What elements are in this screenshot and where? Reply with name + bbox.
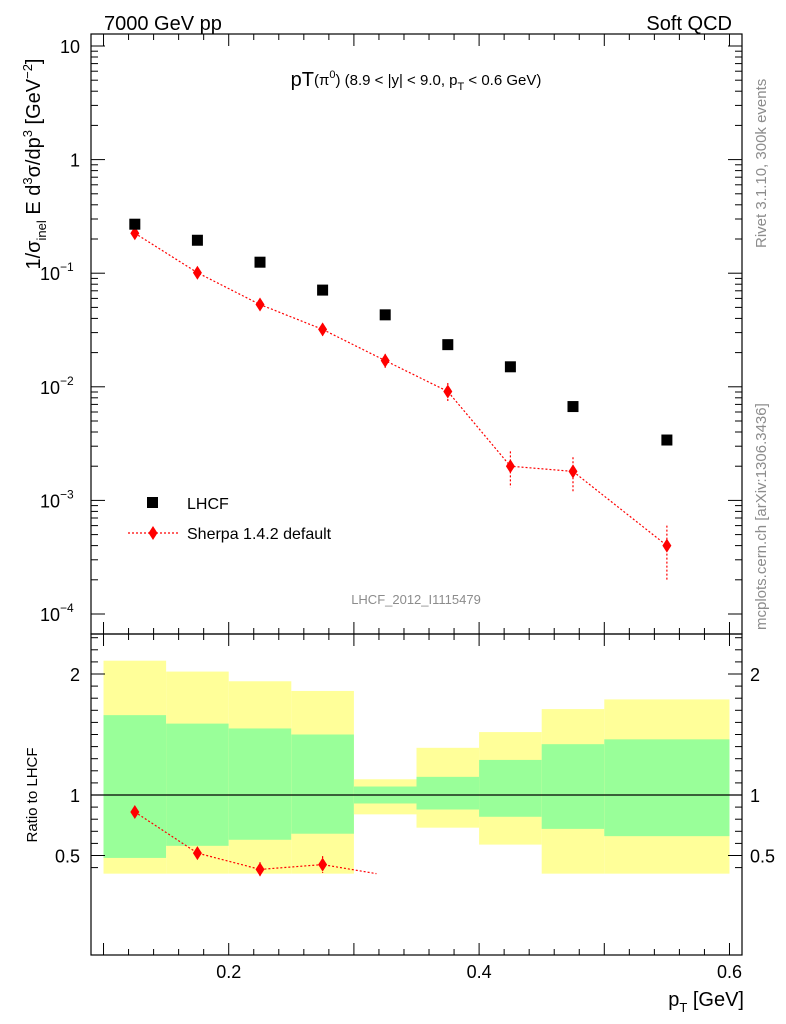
axis-ticks bbox=[91, 34, 742, 955]
ratio-sherpa-series bbox=[130, 804, 377, 877]
mcplots-label: mcplots.cern.ch [arXiv:1306.3436] bbox=[753, 403, 770, 630]
legend-lhcf-marker bbox=[147, 497, 158, 508]
sherpa-point-2 bbox=[255, 297, 265, 312]
sherpa-point-3 bbox=[318, 322, 328, 337]
ratio-sherpa-line bbox=[134, 811, 377, 875]
band-inner-1 bbox=[166, 723, 229, 846]
sherpa-point-1 bbox=[192, 265, 202, 280]
axis-tick-labels: 0.2 0.4 0.6 10 1 10−1 10−2 10−3 10−4 2 2 1 1 0.5 0.5 bbox=[40, 37, 775, 982]
main-y-tick-label-3: 10−2 bbox=[40, 374, 74, 398]
lhcf-point-5 bbox=[442, 339, 454, 351]
legend: LHCF Sherpa 1.4.2 default bbox=[128, 496, 332, 543]
main-lhcf-series bbox=[129, 218, 673, 446]
main-panel-frame bbox=[90, 33, 743, 635]
plot-title: pT(π0) (8.9 < |y| < 9.0, pT < 0.6 GeV) bbox=[291, 69, 542, 93]
legend-sherpa-label: Sherpa 1.4.2 default bbox=[187, 526, 332, 543]
main-y-tick-label-5: 10−4 bbox=[40, 601, 74, 625]
lhcf-point-7 bbox=[567, 401, 579, 413]
x-tick-label-0: 0.2 bbox=[216, 962, 241, 982]
lhcf-point-4 bbox=[379, 309, 391, 321]
band-inner-5 bbox=[416, 776, 480, 810]
ratio-point-0 bbox=[130, 804, 140, 819]
lhcf-point-2 bbox=[254, 256, 266, 268]
sherpa-point-8 bbox=[662, 538, 672, 553]
legend-lhcf-label: LHCF bbox=[187, 496, 229, 513]
ratio-y-axis-label: Ratio to LHCF bbox=[24, 747, 41, 842]
sherpa-point-5 bbox=[443, 384, 453, 399]
lhcf-point-8 bbox=[661, 434, 673, 446]
ratio-uncertainty-bands bbox=[103, 660, 730, 874]
ratio-y-tick-label-right-2: 0.5 bbox=[750, 847, 775, 867]
ratio-point-1 bbox=[192, 846, 202, 861]
lhcf-point-0 bbox=[129, 218, 141, 230]
band-inner-0 bbox=[103, 715, 167, 858]
ratio-y-tick-label-left-2: 0.5 bbox=[55, 847, 80, 867]
main-y-tick-label-2: 10−1 bbox=[40, 260, 74, 284]
ratio-y-tick-label-right-1: 1 bbox=[750, 786, 760, 806]
sherpa-point-7 bbox=[568, 464, 578, 479]
lhcf-point-3 bbox=[317, 284, 329, 296]
x-axis-label: pT [GeV] bbox=[668, 989, 744, 1015]
band-inner-6 bbox=[479, 759, 542, 817]
ratio-y-tick-label-left-0: 2 bbox=[70, 665, 80, 685]
header-energy: 7000 GeV pp bbox=[104, 13, 222, 35]
ratio-y-tick-label-left-1: 1 bbox=[70, 786, 80, 806]
main-y-tick-label-4: 10−3 bbox=[40, 487, 74, 511]
band-inner-2 bbox=[228, 728, 292, 840]
main-y-axis-label: 1/σinel E d3σ/dp3 [GeV−2] bbox=[20, 58, 49, 269]
header-process: Soft QCD bbox=[646, 13, 732, 35]
sherpa-point-6 bbox=[505, 459, 515, 474]
x-tick-label-1: 0.4 bbox=[467, 962, 492, 982]
ratio-point-2 bbox=[255, 862, 265, 877]
analysis-watermark: LHCF_2012_I1115479 bbox=[351, 592, 481, 607]
lhcf-point-6 bbox=[504, 361, 516, 373]
x-tick-label-2: 0.6 bbox=[717, 962, 742, 982]
lhcf-point-1 bbox=[191, 234, 203, 246]
main-y-tick-label-1: 1 bbox=[70, 151, 80, 171]
rivet-label: Rivet 3.1.10, 300k events bbox=[753, 79, 770, 248]
legend-sherpa-marker bbox=[148, 526, 158, 540]
ratio-y-tick-label-right-0: 2 bbox=[750, 665, 760, 685]
main-y-tick-label-0: 10 bbox=[60, 37, 80, 57]
ratio-point-3 bbox=[318, 857, 328, 872]
band-inner-3 bbox=[291, 734, 354, 834]
band-inner-7 bbox=[541, 744, 605, 829]
band-inner-8 bbox=[604, 739, 730, 837]
sherpa-point-4 bbox=[380, 353, 390, 368]
